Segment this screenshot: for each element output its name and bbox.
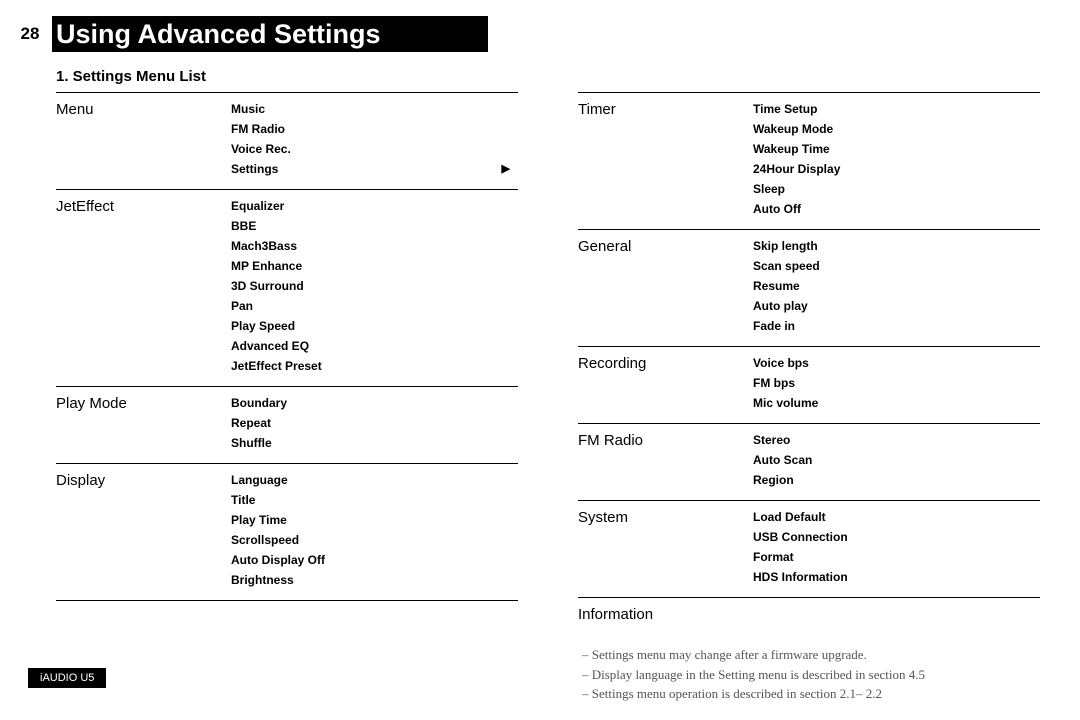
- settings-item: Advanced EQ: [231, 336, 518, 356]
- group-title: Play Mode: [56, 393, 231, 453]
- settings-group: GeneralSkip lengthScan speedResumeAuto p…: [578, 229, 1040, 346]
- settings-item: Boundary: [231, 393, 518, 413]
- footer-badge: iAUDIO U5: [28, 668, 106, 688]
- settings-item: Format: [753, 547, 1040, 567]
- settings-item: Language: [231, 470, 518, 490]
- settings-item: Repeat: [231, 413, 518, 433]
- settings-item: BBE: [231, 216, 518, 236]
- page-number: 28: [8, 24, 52, 44]
- settings-item: Scrollspeed: [231, 530, 518, 550]
- settings-item: Region: [753, 470, 1040, 490]
- group-items: Load DefaultUSB ConnectionFormatHDS Info…: [753, 507, 1040, 587]
- settings-group: TimerTime SetupWakeup ModeWakeup Time24H…: [578, 92, 1040, 229]
- settings-item: Title: [231, 490, 518, 510]
- group-items: Voice bpsFM bpsMic volume: [753, 353, 1040, 413]
- settings-group: FM RadioStereoAuto ScanRegion: [578, 423, 1040, 500]
- settings-item: Auto Off: [753, 199, 1040, 219]
- settings-item: HDS Information: [753, 567, 1040, 587]
- left-column: MenuMusicFM RadioVoice Rec.Settings▶JetE…: [56, 92, 518, 704]
- settings-item: Time Setup: [753, 99, 1040, 119]
- settings-item: Wakeup Time: [753, 139, 1040, 159]
- settings-item: Voice Rec.: [231, 139, 518, 159]
- group-title: Timer: [578, 99, 753, 219]
- footnote-line: – Settings menu operation is described i…: [582, 684, 1040, 704]
- settings-item: Play Speed: [231, 316, 518, 336]
- group-title: Recording: [578, 353, 753, 413]
- settings-item: Settings▶: [231, 159, 518, 179]
- settings-item: Auto play: [753, 296, 1040, 316]
- right-column: TimerTime SetupWakeup ModeWakeup Time24H…: [578, 92, 1040, 704]
- settings-item: Pan: [231, 296, 518, 316]
- group-title: Information: [578, 604, 753, 623]
- settings-item: Play Time: [231, 510, 518, 530]
- settings-item: Load Default: [753, 507, 1040, 527]
- settings-group: MenuMusicFM RadioVoice Rec.Settings▶: [56, 92, 518, 189]
- group-title: Display: [56, 470, 231, 590]
- settings-item: 3D Surround: [231, 276, 518, 296]
- group-title: Menu: [56, 99, 231, 179]
- group-items: EqualizerBBEMach3BassMP Enhance3D Surrou…: [231, 196, 518, 376]
- settings-item: Auto Scan: [753, 450, 1040, 470]
- settings-item: 24Hour Display: [753, 159, 1040, 179]
- settings-item: Stereo: [753, 430, 1040, 450]
- settings-item: Brightness: [231, 570, 518, 590]
- settings-group: SystemLoad DefaultUSB ConnectionFormatHD…: [578, 500, 1040, 597]
- settings-item: Sleep: [753, 179, 1040, 199]
- settings-item: Mic volume: [753, 393, 1040, 413]
- group-items: BoundaryRepeatShuffle: [231, 393, 518, 453]
- settings-item: Mach3Bass: [231, 236, 518, 256]
- settings-group: Play ModeBoundaryRepeatShuffle: [56, 386, 518, 463]
- settings-item: Wakeup Mode: [753, 119, 1040, 139]
- footnote-line: – Settings menu may change after a firmw…: [582, 645, 1040, 665]
- settings-item: Scan speed: [753, 256, 1040, 276]
- group-items: MusicFM RadioVoice Rec.Settings▶: [231, 99, 518, 179]
- settings-item: Music: [231, 99, 518, 119]
- settings-item: JetEffect Preset: [231, 356, 518, 376]
- section-heading: 1. Settings Menu List: [56, 68, 206, 85]
- arrow-right-icon: ▶: [502, 162, 510, 175]
- group-items: StereoAuto ScanRegion: [753, 430, 1040, 490]
- group-items: Time SetupWakeup ModeWakeup Time24Hour D…: [753, 99, 1040, 219]
- settings-item: Equalizer: [231, 196, 518, 216]
- settings-item: Skip length: [753, 236, 1040, 256]
- footnote-block: – Settings menu may change after a firmw…: [578, 645, 1040, 704]
- settings-item: FM Radio: [231, 119, 518, 139]
- settings-item: Auto Display Off: [231, 550, 518, 570]
- group-title: General: [578, 236, 753, 336]
- group-items: [753, 604, 1040, 623]
- settings-item: Fade in: [753, 316, 1040, 336]
- settings-item: USB Connection: [753, 527, 1040, 547]
- settings-group: Information: [578, 597, 1040, 633]
- settings-item: FM bps: [753, 373, 1040, 393]
- group-title: System: [578, 507, 753, 587]
- group-items: Skip lengthScan speedResumeAuto playFade…: [753, 236, 1040, 336]
- group-items: LanguageTitlePlay TimeScrollspeedAuto Di…: [231, 470, 518, 590]
- footnote-line: – Display language in the Setting menu i…: [582, 665, 1040, 685]
- group-title: FM Radio: [578, 430, 753, 490]
- settings-item: MP Enhance: [231, 256, 518, 276]
- page-title: Using Advanced Settings: [52, 16, 488, 52]
- settings-item: Resume: [753, 276, 1040, 296]
- group-title: JetEffect: [56, 196, 231, 376]
- settings-group: RecordingVoice bpsFM bpsMic volume: [578, 346, 1040, 423]
- settings-item: Shuffle: [231, 433, 518, 453]
- settings-group: DisplayLanguageTitlePlay TimeScrollspeed…: [56, 463, 518, 601]
- settings-group: JetEffectEqualizerBBEMach3BassMP Enhance…: [56, 189, 518, 386]
- settings-item: Voice bps: [753, 353, 1040, 373]
